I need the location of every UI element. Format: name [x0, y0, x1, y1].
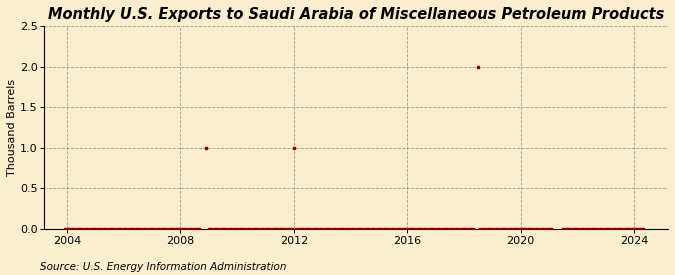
Text: Source: U.S. Energy Information Administration: Source: U.S. Energy Information Administ… [40, 262, 287, 272]
Y-axis label: Thousand Barrels: Thousand Barrels [7, 79, 17, 176]
Title: Monthly U.S. Exports to Saudi Arabia of Miscellaneous Petroleum Products: Monthly U.S. Exports to Saudi Arabia of … [48, 7, 664, 22]
